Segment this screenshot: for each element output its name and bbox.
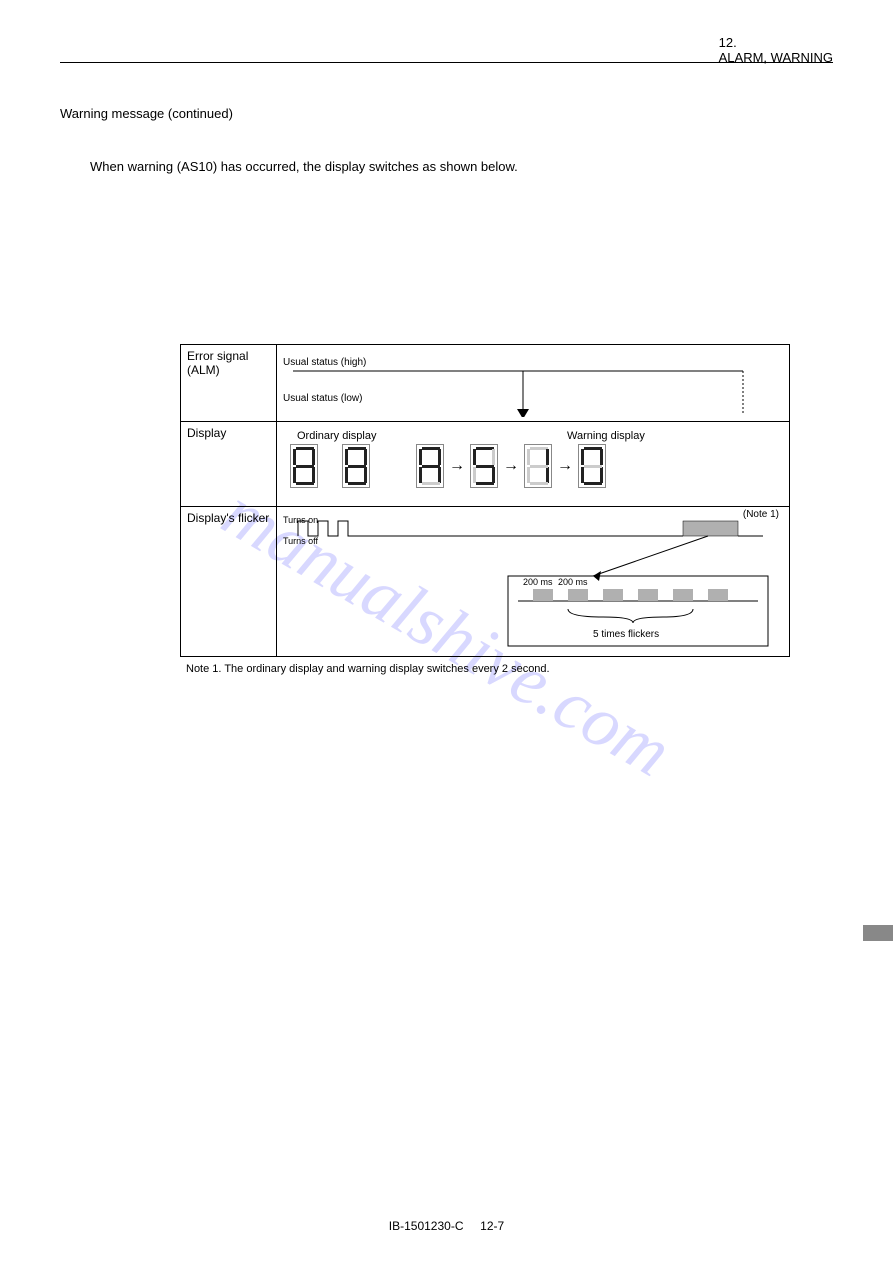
cell-display: Ordinary display Warning display — [277, 422, 790, 507]
seg-digit-1 — [342, 444, 370, 488]
cell-flicker: Turns on Turns off — [277, 507, 790, 657]
section-title: ALARM, WARNING — [719, 50, 833, 65]
note1-text: Note 1. The ordinary display and warning… — [186, 663, 790, 675]
section-num: 12. — [719, 35, 737, 50]
timing-diagram-table: Error signal (ALM) Usual status (high) U… — [180, 344, 790, 675]
page-header: 12. ALARM, WARNING — [60, 35, 833, 63]
arrow-2: → — [503, 457, 519, 475]
footer-doc-id: IB-1501230-C — [389, 1219, 464, 1233]
display-phase-left: Ordinary display — [297, 430, 376, 442]
seg-digit-0 — [290, 444, 318, 488]
row-label-error-signal: Error signal (ALM) — [181, 345, 277, 422]
row-label-display: Display — [181, 422, 277, 507]
footer-page-num: 12-7 — [480, 1219, 504, 1233]
warning-continued-heading: Warning message (continued) — [60, 106, 833, 121]
arrow-1: → — [449, 457, 465, 475]
seg-digit-0n — [578, 444, 606, 488]
seg-digit-A — [416, 444, 444, 488]
signal-high-label: Usual status (high) — [283, 357, 366, 368]
page-content: Warning message (continued) When warning… — [60, 100, 833, 675]
flicker-off-ms: 200 ms — [523, 577, 553, 587]
signal-low-label: Usual status (low) — [283, 393, 362, 404]
row-label-flicker: Display's flicker — [181, 507, 277, 657]
page-footer: IB-1501230-C 12-7 — [60, 1219, 833, 1233]
cell-error-signal: Usual status (high) Usual status (low) — [277, 345, 790, 422]
intro-text: When warning (AS10) has occurred, the di… — [90, 159, 833, 174]
flicker-off-label: Turns off — [283, 536, 319, 546]
label-5-flickers: 5 times flickers — [593, 629, 659, 640]
flicker-on-label: Turns on — [283, 515, 318, 525]
seg-digit-S — [470, 444, 498, 488]
error-signal-waveform: Usual status (high) Usual status (low) — [283, 349, 783, 417]
flicker-on-ms: 200 ms — [558, 577, 588, 587]
arrow-3: → — [557, 457, 573, 475]
seg-digit-1n — [524, 444, 552, 488]
flicker-waveform: Turns on Turns off — [283, 511, 783, 651]
side-tab — [863, 925, 893, 941]
header-section: 12. ALARM, WARNING — [719, 35, 833, 65]
display-phase-right: Warning display — [567, 430, 645, 442]
